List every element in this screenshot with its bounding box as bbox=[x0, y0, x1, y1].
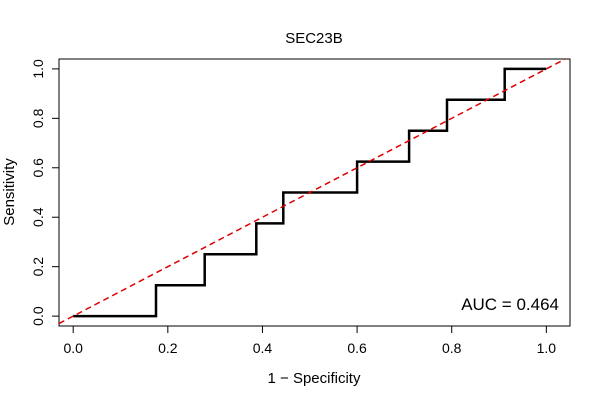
y-axis-label: Sensitivity bbox=[1, 158, 18, 226]
x-tick-label: 0.6 bbox=[347, 340, 367, 356]
reference-diagonal bbox=[59, 59, 567, 325]
auc-annotation: AUC = 0.464 bbox=[461, 295, 559, 314]
roc-curve bbox=[73, 67, 547, 318]
chart-title: SEC23B bbox=[285, 30, 343, 47]
x-axis-label: 1 − Specificity bbox=[268, 370, 361, 387]
x-tick-label: 0.0 bbox=[63, 340, 83, 356]
x-tick-label: 0.4 bbox=[253, 340, 273, 356]
y-axis: 0.0 0.2 0.4 0.6 0.8 1.0 bbox=[30, 59, 60, 326]
x-tick-label: 1.0 bbox=[537, 340, 557, 356]
y-tick-label: 0.8 bbox=[30, 108, 46, 128]
y-tick-label: 0.4 bbox=[30, 207, 46, 227]
y-tick-label: 1.0 bbox=[30, 59, 46, 79]
y-tick-label: 0.6 bbox=[30, 158, 46, 178]
series-layer bbox=[59, 59, 567, 325]
x-tick-label: 0.2 bbox=[158, 340, 178, 356]
y-tick-label: 0.2 bbox=[30, 257, 46, 277]
y-tick-label: 0.0 bbox=[30, 306, 46, 326]
x-tick-label: 0.8 bbox=[442, 340, 462, 356]
x-axis: 0.0 0.2 0.4 0.6 0.8 1.0 bbox=[63, 325, 557, 356]
